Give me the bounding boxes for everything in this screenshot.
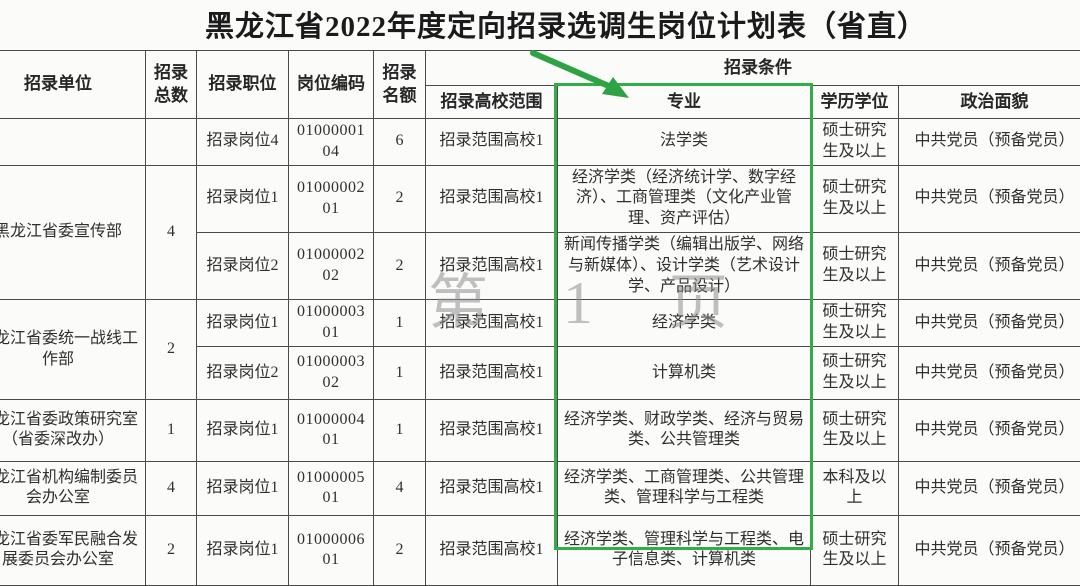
degree-cell: 硕士研究生及以上 [811, 300, 899, 347]
col-header-degree: 学历学位 [811, 86, 899, 119]
major-cell: 法学类 [558, 119, 811, 166]
total-cell: 1 [146, 399, 197, 461]
scope-cell: 招录范围高校1 [426, 399, 558, 461]
unit-cell: 黑龙江省委政策研究室（省委深改办） [0, 399, 146, 461]
quota-cell: 2 [374, 515, 426, 585]
quota-cell: 2 [374, 232, 426, 299]
quota-cell: 1 [374, 300, 426, 347]
degree-cell: 硕士研究生及以上 [811, 399, 899, 461]
degree-cell: 硕士研究生及以上 [811, 346, 899, 399]
code-cell: 0100000202 [289, 232, 374, 299]
col-header-quota: 招录名额 [374, 51, 426, 119]
unit-cell: 黑龙江省委军民融合发展委员会办公室 [0, 515, 146, 585]
quota-cell: 1 [374, 399, 426, 461]
scope-cell: 招录范围高校1 [426, 165, 558, 232]
position-cell: 招录岗位1 [197, 399, 289, 461]
quota-cell: 6 [374, 119, 426, 166]
quota-cell: 2 [374, 165, 426, 232]
unit-cell: 黑龙江省机构编制委员会办公室 [0, 461, 146, 515]
position-cell: 招录岗位2 [197, 346, 289, 399]
degree-cell: 硕士研究生及以上 [811, 515, 899, 585]
unit-cell: 黑龙江省委宣传部 [0, 165, 146, 300]
col-header-code: 岗位编码 [289, 51, 374, 119]
scope-cell: 招录范围高校1 [426, 119, 558, 166]
quota-cell: 4 [374, 461, 426, 515]
table-row: 黑龙江省委军民融合发展委员会办公室 2 招录岗位1 0100000601 2 招… [0, 515, 1080, 585]
code-cell: 0100000302 [289, 346, 374, 399]
major-cell: 经济学类（经济统计学、数字经济）、工商管理类（文化产业管理、资产评估） [558, 165, 811, 232]
position-cell: 招录岗位1 [197, 461, 289, 515]
code-cell: 0100000501 [289, 461, 374, 515]
code-cell: 0100000201 [289, 165, 374, 232]
political-cell: 中共党员（预备党员） [899, 119, 1080, 166]
page-title: 黑龙江省2022年度定向招录选调生岗位计划表（省直） [0, 3, 1080, 45]
col-header-political: 政治面貌 [899, 86, 1080, 119]
position-cell: 招录岗位1 [197, 515, 289, 585]
code-cell: 0100000301 [289, 300, 374, 347]
total-cell [146, 119, 197, 166]
col-header-major: 专业 [558, 86, 811, 119]
code-cell: 0100000401 [289, 399, 374, 461]
table-row: 黑龙江省委统一战线工作部 2 招录岗位1 0100000301 1 招录范围高校… [0, 300, 1080, 347]
degree-cell: 硕士研究生及以上 [811, 232, 899, 299]
recruitment-plan-table: 招录单位 招录总数 招录职位 岗位编码 招录名额 招录条件 招录高校范围 专业 … [0, 50, 1080, 586]
code-cell: 0100000104 [289, 119, 374, 166]
degree-cell: 硕士研究生及以上 [811, 119, 899, 166]
col-header-school-scope: 招录高校范围 [426, 86, 558, 119]
scope-cell: 招录范围高校1 [426, 461, 558, 515]
political-cell: 中共党员（预备党员） [899, 232, 1080, 299]
unit-cell [0, 119, 146, 166]
political-cell: 中共党员（预备党员） [899, 165, 1080, 232]
political-cell: 中共党员（预备党员） [899, 461, 1080, 515]
position-cell: 招录岗位1 [197, 300, 289, 347]
political-cell: 中共党员（预备党员） [899, 346, 1080, 399]
col-header-total: 招录总数 [146, 51, 197, 119]
total-cell: 4 [146, 165, 197, 300]
scope-cell: 招录范围高校1 [426, 300, 558, 347]
major-cell: 经济学类、工商管理类、公共管理类、管理科学与工程类 [558, 461, 811, 515]
scope-cell: 招录范围高校1 [426, 232, 558, 299]
col-header-position: 招录职位 [197, 51, 289, 119]
degree-cell: 硕士研究生及以上 [811, 165, 899, 232]
major-cell: 经济学类、管理科学与工程类、电子信息类、计算机类 [558, 515, 811, 585]
total-cell: 2 [146, 515, 197, 585]
total-cell: 4 [146, 461, 197, 515]
political-cell: 中共党员（预备党员） [899, 300, 1080, 347]
quota-cell: 1 [374, 346, 426, 399]
unit-cell: 黑龙江省委统一战线工作部 [0, 300, 146, 400]
scope-cell: 招录范围高校1 [426, 346, 558, 399]
political-cell: 中共党员（预备党员） [899, 515, 1080, 585]
total-cell: 2 [146, 300, 197, 400]
table-row: 黑龙江省机构编制委员会办公室 4 招录岗位1 0100000501 4 招录范围… [0, 461, 1080, 515]
code-cell: 0100000601 [289, 515, 374, 585]
col-header-unit: 招录单位 [0, 51, 146, 119]
major-cell: 经济学类 [558, 300, 811, 347]
header-row-1: 招录单位 招录总数 招录职位 岗位编码 招录名额 招录条件 [0, 51, 1080, 86]
table-row: 黑龙江省委宣传部 4 招录岗位1 0100000201 2 招录范围高校1 经济… [0, 165, 1080, 232]
col-header-conditions: 招录条件 [426, 51, 1080, 86]
recruitment-plan-table-wrap: 招录单位 招录总数 招录职位 岗位编码 招录名额 招录条件 招录高校范围 专业 … [0, 50, 1080, 586]
degree-cell: 本科及以上 [811, 461, 899, 515]
scope-cell: 招录范围高校1 [426, 515, 558, 585]
political-cell: 中共党员（预备党员） [899, 399, 1080, 461]
position-cell: 招录岗位1 [197, 165, 289, 232]
position-cell: 招录岗位2 [197, 232, 289, 299]
major-cell: 经济学类、财政学类、经济与贸易类、公共管理类 [558, 399, 811, 461]
major-cell: 新闻传播学类（编辑出版学、网络与新媒体）、设计学类（艺术设计学、产品设计） [558, 232, 811, 299]
major-cell: 计算机类 [558, 346, 811, 399]
position-cell: 招录岗位4 [197, 119, 289, 166]
table-row: 招录岗位4 0100000104 6 招录范围高校1 法学类 硕士研究生及以上 … [0, 119, 1080, 166]
table-row: 黑龙江省委政策研究室（省委深改办） 1 招录岗位1 0100000401 1 招… [0, 399, 1080, 461]
